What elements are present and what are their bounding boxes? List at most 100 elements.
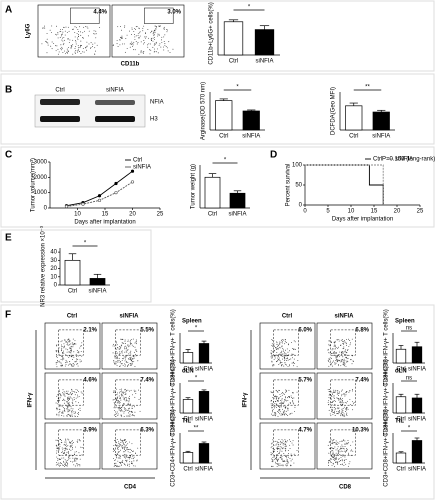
flow-dot xyxy=(61,340,63,342)
flow-dot xyxy=(114,352,116,354)
flow-dot xyxy=(68,401,70,403)
flow-dot xyxy=(81,342,83,344)
flow-dot xyxy=(348,453,349,455)
flow-dot xyxy=(333,448,335,450)
bar xyxy=(254,29,275,56)
flow-dot xyxy=(287,460,289,462)
flow-dot xyxy=(80,44,82,46)
panel-frame xyxy=(0,146,435,228)
flow-dot xyxy=(278,447,280,449)
flow-dot xyxy=(337,407,339,409)
flow-dot xyxy=(340,460,342,462)
flow-dot xyxy=(130,455,132,457)
flow-dot xyxy=(333,391,335,393)
flow-dot xyxy=(283,405,285,407)
flow-dot xyxy=(122,461,123,463)
flow-dot xyxy=(280,395,282,397)
significance-label: ** xyxy=(365,85,370,91)
flow-dot xyxy=(80,345,82,347)
flow-dot xyxy=(133,450,135,452)
flow-dot xyxy=(68,413,70,415)
flow-dot xyxy=(63,26,65,28)
flow-dot xyxy=(87,27,89,29)
flow-dot xyxy=(116,394,118,396)
flow-dot xyxy=(332,348,334,350)
flow-dot xyxy=(118,407,120,409)
flow-dot xyxy=(130,456,131,458)
flow-dot xyxy=(67,459,69,461)
flow-dot xyxy=(122,391,124,393)
flow-dot xyxy=(87,35,89,37)
flow-dot xyxy=(70,346,72,347)
flow-dot xyxy=(288,403,290,405)
flow-dot xyxy=(331,450,333,452)
flow-dot xyxy=(331,342,333,344)
flow-dot xyxy=(65,464,67,466)
flow-dot xyxy=(121,390,122,392)
flow-dot xyxy=(83,26,85,28)
flow-dot xyxy=(121,344,123,346)
flow-dot xyxy=(331,352,333,354)
flow-dot xyxy=(284,444,286,446)
flow-dot xyxy=(71,409,73,411)
flow-dot xyxy=(278,400,279,402)
flow-dot xyxy=(60,362,62,364)
flow-dot xyxy=(338,359,339,361)
flow-dot xyxy=(331,392,333,394)
flow-dot xyxy=(296,391,298,393)
flow-dot xyxy=(279,347,281,349)
flow-dot xyxy=(127,344,129,346)
flow-dot xyxy=(333,411,335,413)
flow-dot xyxy=(348,345,350,347)
flow-dot xyxy=(74,361,76,363)
x-tick-label: 0 xyxy=(303,209,307,215)
flow-dot xyxy=(338,458,340,460)
flow-dot xyxy=(70,407,72,409)
flow-dot xyxy=(271,399,273,401)
flow-dot xyxy=(65,392,67,394)
flow-dot xyxy=(335,360,337,361)
flow-dot xyxy=(334,362,336,364)
flow-dot xyxy=(342,445,344,447)
significance-label: * xyxy=(236,85,239,91)
flow-dot xyxy=(118,409,120,411)
flow-dot xyxy=(346,442,348,444)
bar xyxy=(223,21,244,56)
flow-dot xyxy=(328,389,330,391)
flow-dot xyxy=(291,397,293,398)
flow-dot xyxy=(77,355,79,357)
flow-dot xyxy=(65,461,67,463)
flow-dot xyxy=(69,363,71,365)
flow-dot xyxy=(338,457,340,459)
flow-dot xyxy=(135,353,136,355)
flow-dot xyxy=(350,342,351,344)
point xyxy=(130,180,135,184)
flow-dot xyxy=(128,412,130,414)
flow-dot xyxy=(127,346,129,348)
flow-dot xyxy=(120,26,121,28)
flow-dot xyxy=(124,408,126,410)
flow-dot xyxy=(277,442,279,444)
x-tick-label: Ctrl xyxy=(183,367,192,373)
flow-dot xyxy=(79,410,81,412)
flow-dot xyxy=(77,394,78,396)
panel-frame xyxy=(0,229,152,303)
flow-dot xyxy=(343,406,345,408)
flow-dot xyxy=(70,454,72,456)
flow-dot xyxy=(63,398,65,400)
flow-dot xyxy=(55,361,57,363)
flow-dot xyxy=(77,464,79,466)
flow-dot xyxy=(280,340,282,341)
flow-dot xyxy=(339,401,341,403)
flow-dot xyxy=(119,462,121,463)
flow-dot xyxy=(78,408,79,410)
flow-dot xyxy=(67,462,69,464)
flow-dot xyxy=(345,402,347,404)
flow-dot xyxy=(334,446,336,448)
flow-dot xyxy=(41,43,43,45)
flow-dot xyxy=(83,51,85,53)
flow-dot xyxy=(153,32,155,34)
flow-dot xyxy=(284,362,286,364)
flow-dot xyxy=(67,403,69,405)
flow-dot xyxy=(348,391,350,393)
